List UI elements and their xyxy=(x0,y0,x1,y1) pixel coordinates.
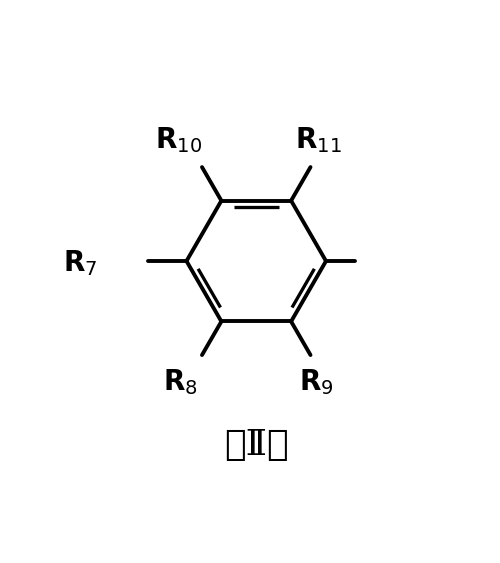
Text: R$_{10}$: R$_{10}$ xyxy=(156,124,202,154)
Text: R$_{11}$: R$_{11}$ xyxy=(295,124,342,154)
Text: R$_{9}$: R$_{9}$ xyxy=(299,368,334,397)
Text: （Ⅱ）: （Ⅱ） xyxy=(224,428,288,462)
Text: R$_{8}$: R$_{8}$ xyxy=(164,368,198,397)
Text: R$_{7}$: R$_{7}$ xyxy=(63,248,98,278)
